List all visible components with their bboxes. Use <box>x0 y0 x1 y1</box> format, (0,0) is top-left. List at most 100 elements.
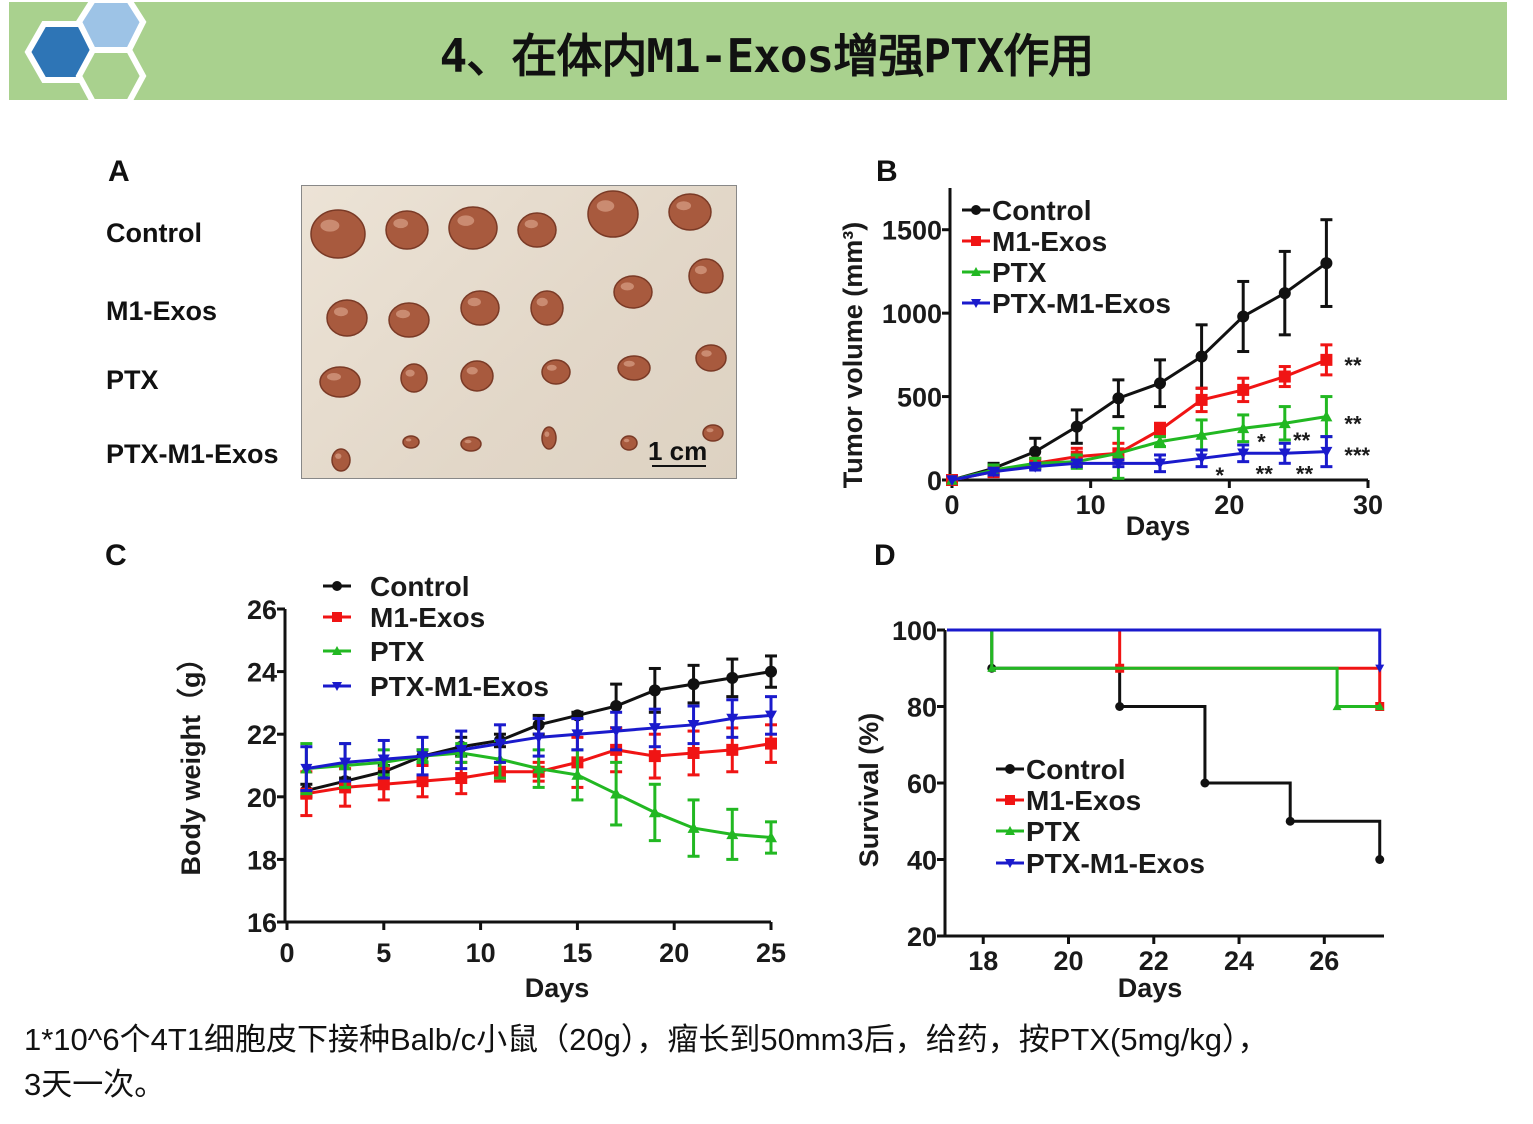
marker-circle <box>1154 377 1166 390</box>
marker-circle <box>765 665 777 678</box>
y-tick-label: 24 <box>247 658 277 688</box>
tumor-highlight <box>623 438 630 443</box>
marker-square <box>1320 353 1333 366</box>
marker-circle <box>726 671 739 684</box>
x-axis-label: Days <box>1126 511 1191 541</box>
panel-a-letter: A <box>108 155 130 188</box>
marker-square <box>648 750 661 763</box>
marker-circle <box>1029 445 1042 458</box>
tumor-highlight <box>405 438 412 442</box>
marker-triangle-up <box>648 806 661 818</box>
panel-d-letter: D <box>874 539 896 572</box>
marker-triangle-up <box>765 831 777 843</box>
marker-circle <box>1070 420 1083 433</box>
marker-circle <box>1320 257 1333 270</box>
tumor-highlight <box>467 297 481 307</box>
marker-triangle-down <box>648 723 661 734</box>
legend-label: M1-Exos <box>992 226 1107 257</box>
marker-square <box>971 236 981 246</box>
marker-triangle-down <box>610 726 623 738</box>
chart-c: 0 5 10 15 20 25 16 18 20 22 24 26 Days Body weight（g）… <box>176 571 786 1003</box>
marker-triangle-down <box>726 713 739 725</box>
legend-label: Control <box>1026 754 1126 785</box>
x-tick-label: 10 <box>1076 490 1106 520</box>
tumor-highlight <box>327 373 341 381</box>
marker-triangle-down <box>971 299 981 308</box>
legend-label: PTX <box>1026 816 1081 847</box>
marker-triangle-down <box>532 732 545 744</box>
marker-circle <box>1112 392 1125 405</box>
marker-circle <box>1005 764 1015 774</box>
tumor-highlight <box>546 364 557 371</box>
significance-mark: ** <box>1344 353 1362 378</box>
y-tick-label: 1500 <box>882 216 942 246</box>
tumor-highlight <box>405 369 415 377</box>
scale-label: 1 cm <box>648 436 708 466</box>
marker-circle <box>1115 702 1125 711</box>
marker-square <box>1237 383 1250 396</box>
y-tick-label: 22 <box>247 720 277 750</box>
marker-triangle-up <box>571 768 584 780</box>
marker-triangle-down <box>493 738 506 750</box>
x-tick-label: 30 <box>1353 490 1383 520</box>
row-label-ptx-m1-exos: PTX-M1-Exos <box>106 439 279 469</box>
tumor-highlight <box>544 431 550 437</box>
series-line <box>951 261 1328 482</box>
marker-triangle-down <box>1154 458 1166 470</box>
legend-label: PTX <box>370 636 425 667</box>
scale-bar <box>652 465 706 467</box>
marker-triangle-down <box>455 745 468 756</box>
series-line <box>951 415 1327 482</box>
marker-triangle-up <box>610 787 623 799</box>
marker-circle <box>971 205 981 215</box>
tumor-highlight <box>524 219 538 229</box>
marker-triangle-down <box>339 757 352 769</box>
marker-circle <box>1285 816 1295 826</box>
marker-triangle-up <box>1320 410 1333 422</box>
marker-triangle-up <box>726 828 739 840</box>
tumor-highlight <box>706 428 714 433</box>
marker-triangle-up <box>532 762 545 774</box>
significance-mark: * <box>1215 463 1224 488</box>
hexagon-logo-icon <box>24 0 147 105</box>
page-title: 4、在体内M1-Exos增强PTX作用 <box>439 29 1095 83</box>
marker-triangle-down <box>1375 664 1385 673</box>
marker-circle <box>1375 855 1385 864</box>
marker-triangle-down <box>1070 458 1083 470</box>
marker-circle <box>1278 287 1291 300</box>
x-tick-label: 24 <box>1224 946 1254 976</box>
tumor-highlight <box>620 282 634 291</box>
x-tick-label: 22 <box>1139 946 1169 976</box>
y-tick-label: 60 <box>907 769 937 799</box>
tumor-photo <box>301 185 737 479</box>
panel-b-letter: B <box>876 155 898 188</box>
series-ptx-m1-exos <box>946 435 1333 486</box>
marker-square <box>1278 370 1291 383</box>
y-axis-label: Survival (%) <box>854 713 884 868</box>
y-tick-label: 100 <box>892 616 937 646</box>
marker-triangle-down <box>687 720 700 731</box>
x-tick-label: 18 <box>968 946 998 976</box>
marker-triangle-up <box>1195 428 1208 440</box>
series-ptx <box>946 395 1333 485</box>
marker-square <box>455 772 468 785</box>
marker-triangle-up <box>971 267 981 276</box>
x-tick-label: 5 <box>376 938 391 968</box>
x-tick-label: 15 <box>562 938 592 968</box>
significance-mark: ** <box>1293 428 1311 453</box>
significance-mark: * <box>1257 430 1266 455</box>
marker-triangle-down <box>300 763 313 775</box>
marker-triangle-up <box>1332 702 1342 711</box>
legend-label: PTX-M1-Exos <box>1026 848 1205 879</box>
marker-square <box>332 612 342 622</box>
chart-b: 0 10 20 30 0 500 1000 1500 Days Tumor volume (mm³… <box>838 188 1383 541</box>
y-tick-label: 500 <box>897 383 942 413</box>
significance-mark: *** <box>1344 443 1370 468</box>
marker-square <box>1154 423 1166 436</box>
footer-line-1: 1*10^6个4T1细胞皮下接种Balb/c小鼠（20g），瘤长到50mm3后，… <box>24 1022 1269 1057</box>
marker-square <box>687 746 700 759</box>
marker-square <box>1005 795 1015 805</box>
row-label-m1-exos: M1-Exos <box>106 296 218 326</box>
tumor-highlight <box>676 201 692 211</box>
row-label-ptx: PTX <box>106 365 159 395</box>
